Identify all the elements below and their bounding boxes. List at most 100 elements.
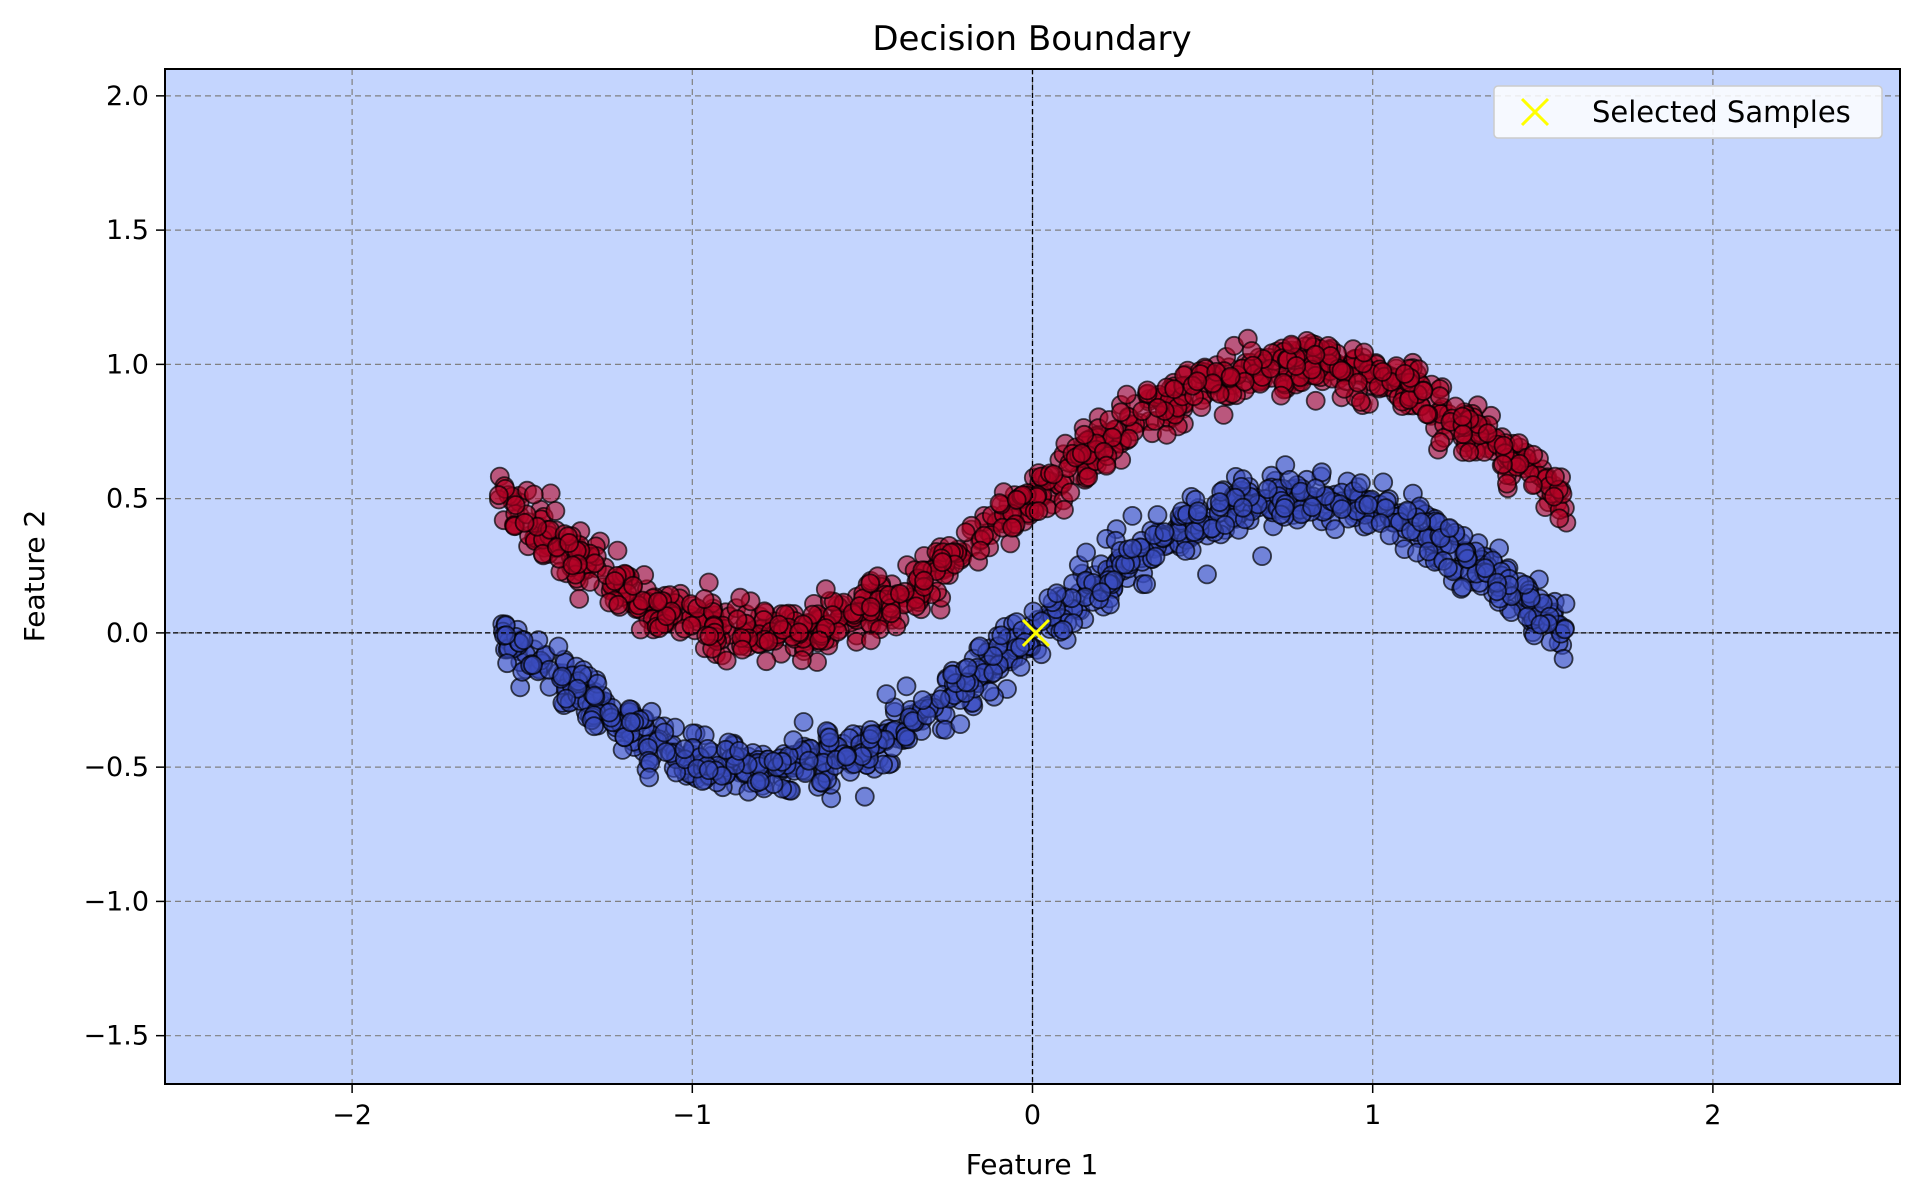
point-class-0	[1438, 557, 1458, 578]
point-class-0	[621, 712, 641, 733]
y-tick-label: 1.0	[106, 349, 149, 380]
point-class-0	[674, 739, 695, 760]
point-class-1	[914, 570, 934, 591]
point-class-1	[1413, 381, 1434, 401]
point-class-1	[1213, 404, 1234, 425]
point-class-1	[1545, 466, 1565, 487]
y-tick-label: −1.0	[83, 886, 149, 917]
point-class-1	[716, 650, 737, 671]
point-class-0	[1555, 593, 1576, 614]
point-class-0	[584, 716, 604, 737]
point-class-0	[957, 657, 978, 678]
point-class-0	[1452, 577, 1473, 598]
x-axis-label: Feature 1	[966, 1148, 1099, 1181]
point-class-1	[1078, 466, 1099, 487]
point-class-0	[1010, 657, 1031, 677]
point-class-0	[983, 646, 1004, 666]
point-class-1	[1054, 499, 1074, 520]
legend: Selected Samples	[1493, 85, 1883, 139]
point-class-0	[556, 688, 577, 709]
point-class-0	[513, 630, 534, 650]
point-class-1	[1493, 435, 1514, 456]
point-class-1	[1147, 397, 1168, 418]
point-class-1	[1002, 517, 1023, 538]
y-tick-label: −0.5	[83, 752, 149, 783]
grid	[165, 69, 1900, 1084]
y-tick-label: 0.0	[106, 618, 149, 649]
point-class-1	[881, 603, 902, 624]
point-class-0	[1209, 492, 1230, 513]
point-class-0	[1252, 546, 1272, 566]
point-class-0	[552, 666, 573, 687]
point-class-1	[809, 630, 830, 651]
point-class-1	[559, 533, 579, 553]
point-class-1	[1164, 379, 1185, 400]
point-class-0	[1274, 498, 1295, 518]
point-class-1	[1453, 424, 1473, 445]
point-class-1	[727, 609, 748, 630]
point-class-1	[730, 587, 751, 608]
point-class-1	[1544, 486, 1564, 507]
point-class-0	[854, 786, 875, 807]
point-class-1	[1305, 344, 1326, 365]
point-class-1	[1111, 402, 1131, 423]
y-tick-label: 0.5	[106, 484, 149, 515]
point-class-0	[698, 760, 719, 780]
point-class-1	[1417, 404, 1437, 425]
point-class-0	[991, 625, 1012, 646]
point-class-0	[836, 746, 857, 767]
point-class-0	[1136, 574, 1156, 594]
point-class-1	[1348, 372, 1368, 393]
point-class-0	[1145, 546, 1166, 567]
point-class-1	[1271, 385, 1291, 406]
point-class-1	[505, 495, 526, 516]
point-class-1	[906, 596, 926, 617]
point-class-1	[545, 501, 566, 521]
point-class-1	[607, 540, 628, 561]
point-class-1	[756, 651, 777, 672]
point-class-1	[1137, 380, 1158, 401]
point-class-0	[1046, 583, 1067, 604]
point-class-0	[1397, 500, 1418, 521]
point-class-1	[1286, 356, 1307, 376]
point-class-0	[983, 662, 1004, 683]
legend-box	[1493, 85, 1883, 139]
point-class-1	[1430, 432, 1451, 453]
point-class-0	[1411, 512, 1432, 533]
point-class-0	[1553, 648, 1574, 669]
reference-lines	[165, 69, 1900, 1084]
y-tick-label: 2.0	[106, 81, 149, 112]
point-class-0	[798, 750, 819, 771]
x-axis-ticks: −2 −1 0 1 2	[332, 1084, 1721, 1131]
selected-sample-marker	[1021, 618, 1050, 647]
point-class-0	[763, 751, 784, 772]
point-class-0	[1455, 543, 1475, 563]
point-class-0	[1257, 479, 1278, 500]
point-class-1	[1187, 371, 1208, 392]
point-class-0	[496, 625, 517, 646]
point-class-0	[1215, 515, 1236, 535]
point-class-0	[1197, 564, 1217, 585]
x-tick-label: −2	[332, 1100, 372, 1131]
point-class-0	[1331, 499, 1352, 520]
point-class-0	[1122, 506, 1143, 526]
point-class-0	[819, 727, 840, 748]
point-class-0	[1418, 541, 1439, 562]
point-class-1	[1394, 363, 1415, 384]
point-class-0	[810, 772, 831, 793]
x-tick-label: −1	[672, 1100, 712, 1131]
point-class-1	[694, 589, 715, 609]
point-class-0	[1475, 558, 1495, 579]
point-class-1	[604, 571, 625, 591]
point-class-0	[912, 690, 933, 710]
point-class-1	[1116, 384, 1137, 405]
point-class-1	[630, 619, 651, 640]
point-class-1	[523, 484, 544, 505]
point-class-1	[791, 650, 812, 671]
point-class-0	[523, 655, 543, 675]
point-class-1	[1074, 424, 1095, 445]
point-class-0	[1379, 525, 1400, 546]
point-class-1	[890, 583, 910, 604]
point-class-1	[1220, 366, 1241, 387]
point-class-1	[562, 555, 583, 576]
